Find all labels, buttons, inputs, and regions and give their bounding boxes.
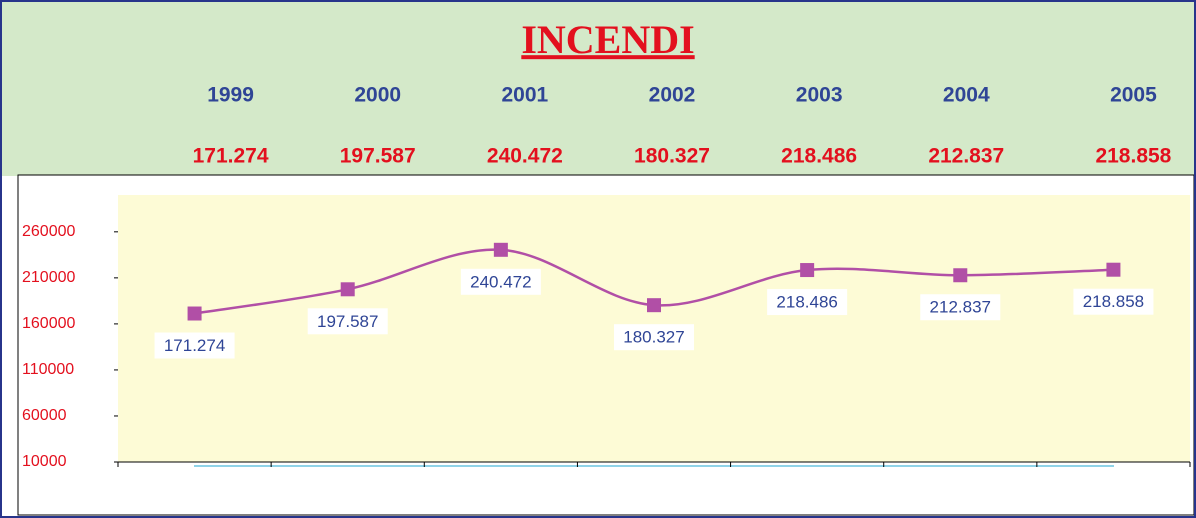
header-year: 2003 [796, 84, 843, 107]
data-label-box [767, 289, 848, 316]
marker [493, 242, 508, 257]
data-label: 218.486 [776, 293, 837, 312]
header-value: 180.327 [634, 145, 710, 168]
data-label: 218.858 [1083, 292, 1144, 311]
data-label-box [154, 332, 235, 359]
header-year: 2004 [943, 84, 990, 107]
marker [953, 268, 968, 283]
marker [187, 306, 202, 321]
data-label-box [1073, 288, 1154, 315]
data-label: 197.587 [317, 312, 378, 331]
marker [800, 263, 815, 278]
y-tick-label: 10000 [22, 453, 67, 470]
y-tick-label: 260000 [22, 223, 75, 240]
data-label-box [460, 268, 541, 295]
marker [340, 282, 355, 297]
data-label-box [614, 324, 694, 351]
data-label: 240.472 [470, 272, 531, 291]
data-label: 171.274 [164, 336, 225, 355]
y-tick-label: 60000 [22, 407, 67, 424]
header-value: 197.587 [340, 145, 416, 168]
y-tick-label: 110000 [22, 361, 74, 378]
header-year: 2000 [354, 84, 401, 107]
marker [647, 298, 661, 313]
chart-title: INCENDI [521, 17, 694, 62]
header-year: 2005 [1110, 84, 1157, 107]
header-value: 218.858 [1095, 145, 1171, 168]
marker [1106, 262, 1121, 277]
header-year: 2001 [501, 84, 548, 107]
header-year: 2002 [649, 84, 696, 107]
y-tick-label: 210000 [22, 269, 75, 286]
header-year: 1999 [207, 84, 254, 107]
data-label: 212.837 [930, 298, 991, 317]
data-label-box [307, 308, 388, 335]
data-label-box [920, 294, 1001, 321]
header-value: 212.837 [928, 145, 1004, 168]
y-tick-label: 160000 [22, 315, 75, 332]
data-label: 180.327 [623, 328, 684, 347]
header-band [2, 2, 1194, 176]
header-value: 171.274 [193, 145, 269, 168]
header-value: 240.472 [487, 145, 563, 168]
header-value: 218.486 [781, 145, 857, 168]
